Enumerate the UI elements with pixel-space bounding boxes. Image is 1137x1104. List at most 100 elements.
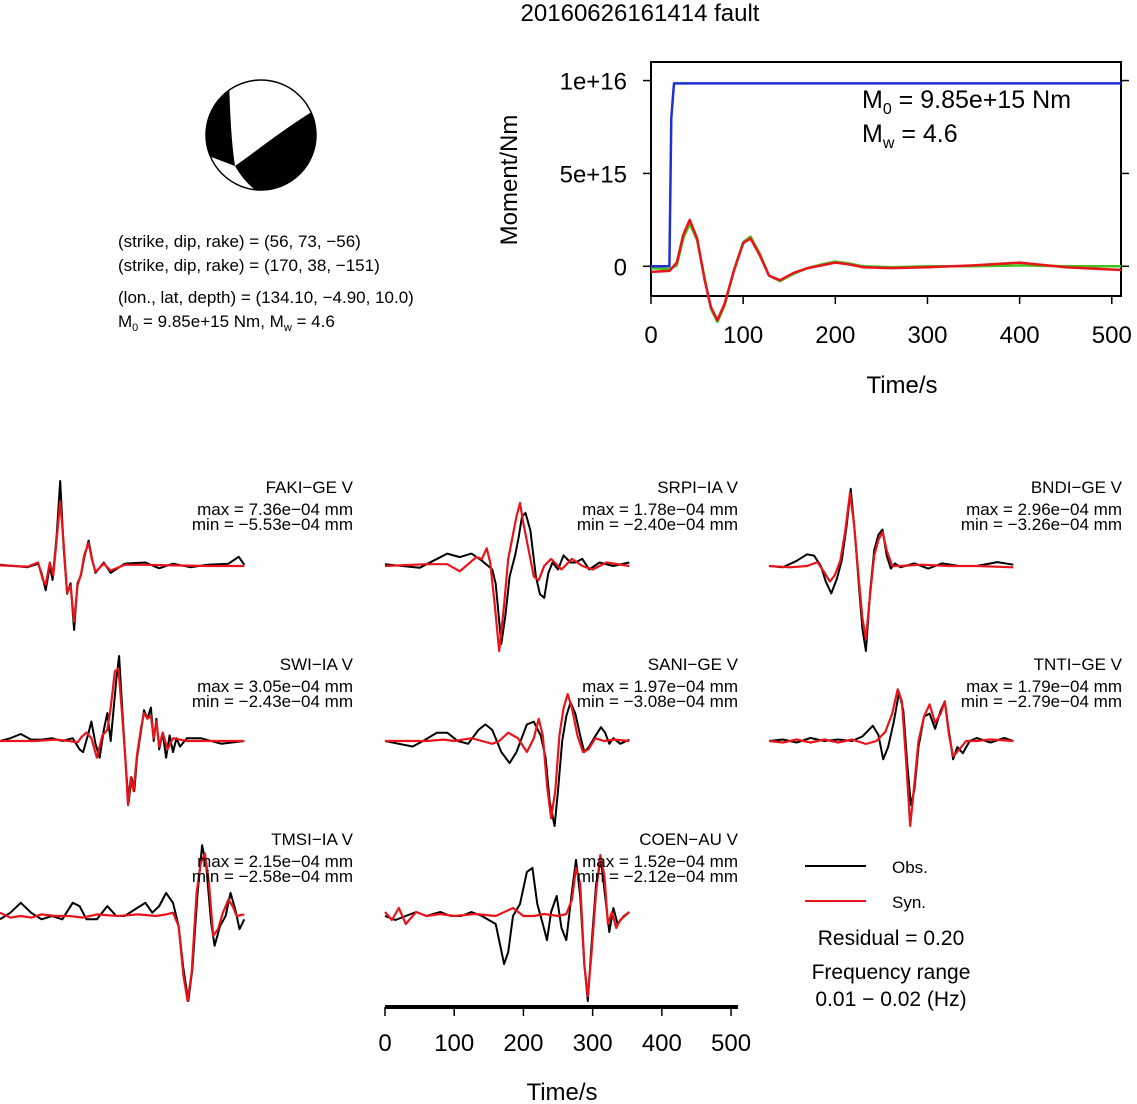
station-label: SRPI−IA V	[657, 478, 738, 497]
mw-value: = 4.6	[292, 312, 335, 331]
moment-x-axis: 0 100 200 300 400 500	[644, 296, 1132, 349]
station-min: min = −2.79e−04 mm	[961, 692, 1122, 711]
residual-text: Residual = 0.20	[818, 927, 965, 950]
moment-y-tick-label: 5e+15	[560, 161, 627, 188]
m0-value: = 9.85e+15 Nm, M	[138, 312, 284, 331]
station-label: TMSI−IA V	[271, 830, 353, 849]
station-max: max = 3.05e−04 mm	[197, 677, 353, 696]
moment-x-tick-label: 300	[907, 322, 947, 349]
moment-y-tick-label: 0	[614, 254, 627, 281]
observed-waveform	[768, 691, 1014, 806]
waveform-x-tick-label: 200	[503, 1030, 543, 1057]
m0-subscript: 0	[132, 322, 138, 334]
focal-mechanism-beachball	[205, 79, 317, 191]
synthetic-waveform	[384, 501, 630, 653]
station-min: min = −3.26e−04 mm	[961, 515, 1122, 534]
moment-y-axis-label: Moment/Nm	[496, 115, 523, 246]
m0-symbol: M	[118, 312, 132, 331]
moment-plot-frame	[650, 61, 1122, 297]
moment-function-plot: 0 100 200 300 400 500 0 5e+15 1e+16 Time/s Mome…	[496, 61, 1132, 399]
waveform-x-tick-label: 100	[434, 1030, 474, 1057]
figure-title: 20160626161414 fault	[521, 0, 760, 27]
station-min: min = −2.58e−04 mm	[192, 867, 353, 886]
moment-series-group	[650, 82, 1122, 324]
beachball-dilatation-quadrant-upper	[229, 80, 316, 166]
nodal-plane-1: (strike, dip, rake) = (56, 73, −56)	[118, 232, 361, 251]
moment-m0-annotation: M0 = 9.85e+15 Nm	[862, 86, 1071, 118]
waveform-x-axis-label: Time/s	[526, 1079, 597, 1104]
station-min: min = −3.08e−04 mm	[577, 692, 738, 711]
moment-series-0	[651, 82, 1121, 268]
legend-observed-label: Obs.	[892, 858, 928, 877]
waveform-x-tick-label: 400	[642, 1030, 682, 1057]
synthetic-waveform	[0, 667, 245, 807]
beachball-outline	[205, 79, 317, 191]
mw-annotation-value: = 4.6	[894, 120, 957, 148]
waveform-legend: Obs. Syn. Residual = 0.20 Frequency rang…	[805, 858, 970, 1011]
mw-subscript: w	[283, 322, 292, 334]
station-min: min = −2.12e−04 mm	[577, 867, 738, 886]
station-label: COEN−AU V	[639, 830, 738, 849]
moment-y-axis: 0 5e+15 1e+16	[560, 69, 1129, 281]
m0-annotation-value: = 9.85e+15 Nm	[892, 86, 1071, 114]
waveform-x-tick-label: 0	[378, 1030, 391, 1057]
moment-x-tick-label: 0	[644, 322, 657, 349]
moment-series-2	[650, 218, 1122, 322]
waveform-time-axis: 0 100 200 300 400 500 Time/s	[378, 1005, 751, 1104]
legend-synthetic-label: Syn.	[892, 893, 926, 912]
station-label: BNDI−GE V	[1031, 478, 1123, 497]
moment-x-tick-label: 500	[1092, 322, 1132, 349]
synthetic-waveform	[768, 688, 1014, 828]
hypocenter-location: (lon., lat, depth) = (134.10, −4.90, 10.…	[118, 288, 414, 307]
waveform-x-tick-label: 300	[573, 1030, 613, 1057]
station-max: max = 1.97e−04 mm	[582, 677, 738, 696]
mw-annotation-symbol: M	[862, 120, 883, 148]
station-max: max = 1.79e−04 mm	[966, 677, 1122, 696]
station-label: TNTI−GE V	[1034, 655, 1123, 674]
station-label: SWI−IA V	[280, 655, 354, 674]
observed-waveform	[0, 844, 246, 1002]
synthetic-waveform	[385, 693, 630, 820]
station-max: max = 2.15e−04 mm	[197, 852, 353, 871]
station-max: max = 2.96e−04 mm	[966, 500, 1122, 519]
waveform-time-ticks: 0 100 200 300 400 500	[378, 1007, 751, 1057]
synthetic-waveform	[0, 500, 245, 623]
moment-series-1	[650, 222, 1121, 324]
station-min: min = −5.53e−04 mm	[192, 515, 353, 534]
moment-mw-annotation: Mw = 4.6	[862, 120, 958, 152]
station-label: SANI−GE V	[648, 655, 739, 674]
synthetic-waveform	[384, 854, 631, 998]
station-min: min = −2.40e−04 mm	[577, 515, 738, 534]
m0-annotation-symbol: M	[862, 86, 883, 114]
station-min: min = −2.43e−04 mm	[192, 692, 353, 711]
frequency-range-value: 0.01 − 0.02 (Hz)	[815, 988, 966, 1011]
observed-waveform	[384, 701, 630, 827]
moment-x-tick-label: 200	[815, 322, 855, 349]
moment-x-axis-label: Time/s	[866, 372, 937, 399]
station-max: max = 1.52e−04 mm	[582, 852, 738, 871]
moment-x-tick-label: 400	[1000, 322, 1040, 349]
frequency-range-label: Frequency range	[812, 961, 971, 984]
moment-x-tick-label: 100	[723, 322, 763, 349]
station-label: FAKI−GE V	[266, 478, 354, 497]
waveform-x-tick-label: 500	[711, 1030, 751, 1057]
nodal-plane-2: (strike, dip, rake) = (170, 38, −151)	[118, 256, 380, 275]
mw-annotation-subscript: w	[882, 135, 895, 152]
synthetic-waveform	[0, 852, 245, 1003]
moment-y-tick-label: 1e+16	[560, 69, 627, 96]
synthetic-waveform	[768, 491, 1014, 641]
station-max: max = 1.78e−04 mm	[582, 500, 738, 519]
mechanism-info: (strike, dip, rake) = (56, 73, −56) (str…	[118, 232, 414, 334]
m0-annotation-subscript: 0	[883, 101, 892, 118]
station-max: max = 7.36e−04 mm	[197, 500, 353, 519]
